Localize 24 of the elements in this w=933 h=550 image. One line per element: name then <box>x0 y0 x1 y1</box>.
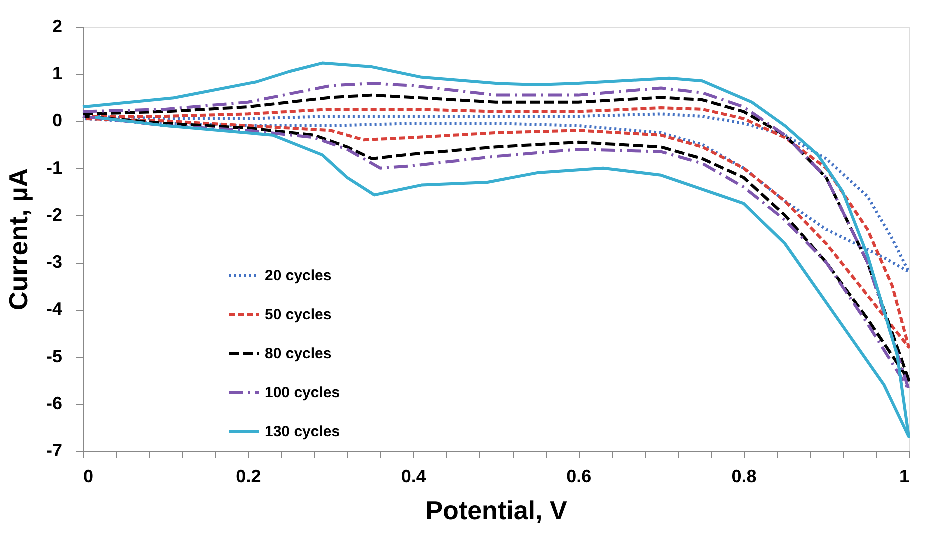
y-tick-label: -1 <box>46 158 62 178</box>
line-series <box>82 62 910 438</box>
y-axis-title: Current, µA <box>3 168 34 311</box>
y-tick-label: -3 <box>46 252 62 272</box>
legend-label: 100 cycles <box>265 384 340 402</box>
y-tick-label: 2 <box>52 16 62 36</box>
x-axis-title: Potential, V <box>426 496 568 526</box>
legend-label: 130 cycles <box>265 424 340 440</box>
legend-label: 50 cycles <box>265 306 332 324</box>
x-tick-label: 0.6 <box>566 466 592 486</box>
x-tick-label: 0.2 <box>236 466 262 486</box>
x-tick-label: 1 <box>899 466 910 486</box>
y-tick-label: -2 <box>46 204 62 225</box>
y-tick-label: -5 <box>46 346 62 366</box>
x-tick-label: 0.4 <box>401 466 426 486</box>
y-tick-label: -4 <box>46 299 62 320</box>
x-tick-label: 0 <box>84 466 94 486</box>
x-tick-label: 0.8 <box>732 466 757 486</box>
y-tick-label: 1 <box>52 64 62 84</box>
legend-label: 20 cycles <box>265 268 332 284</box>
y-tick-label: -7 <box>46 440 62 460</box>
y-tick-label: -6 <box>46 393 62 414</box>
legend-label: 80 cycles <box>265 346 332 362</box>
y-tick-label: 0 <box>52 110 62 131</box>
